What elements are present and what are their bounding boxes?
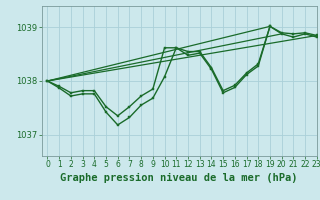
X-axis label: Graphe pression niveau de la mer (hPa): Graphe pression niveau de la mer (hPa) [60,173,298,183]
